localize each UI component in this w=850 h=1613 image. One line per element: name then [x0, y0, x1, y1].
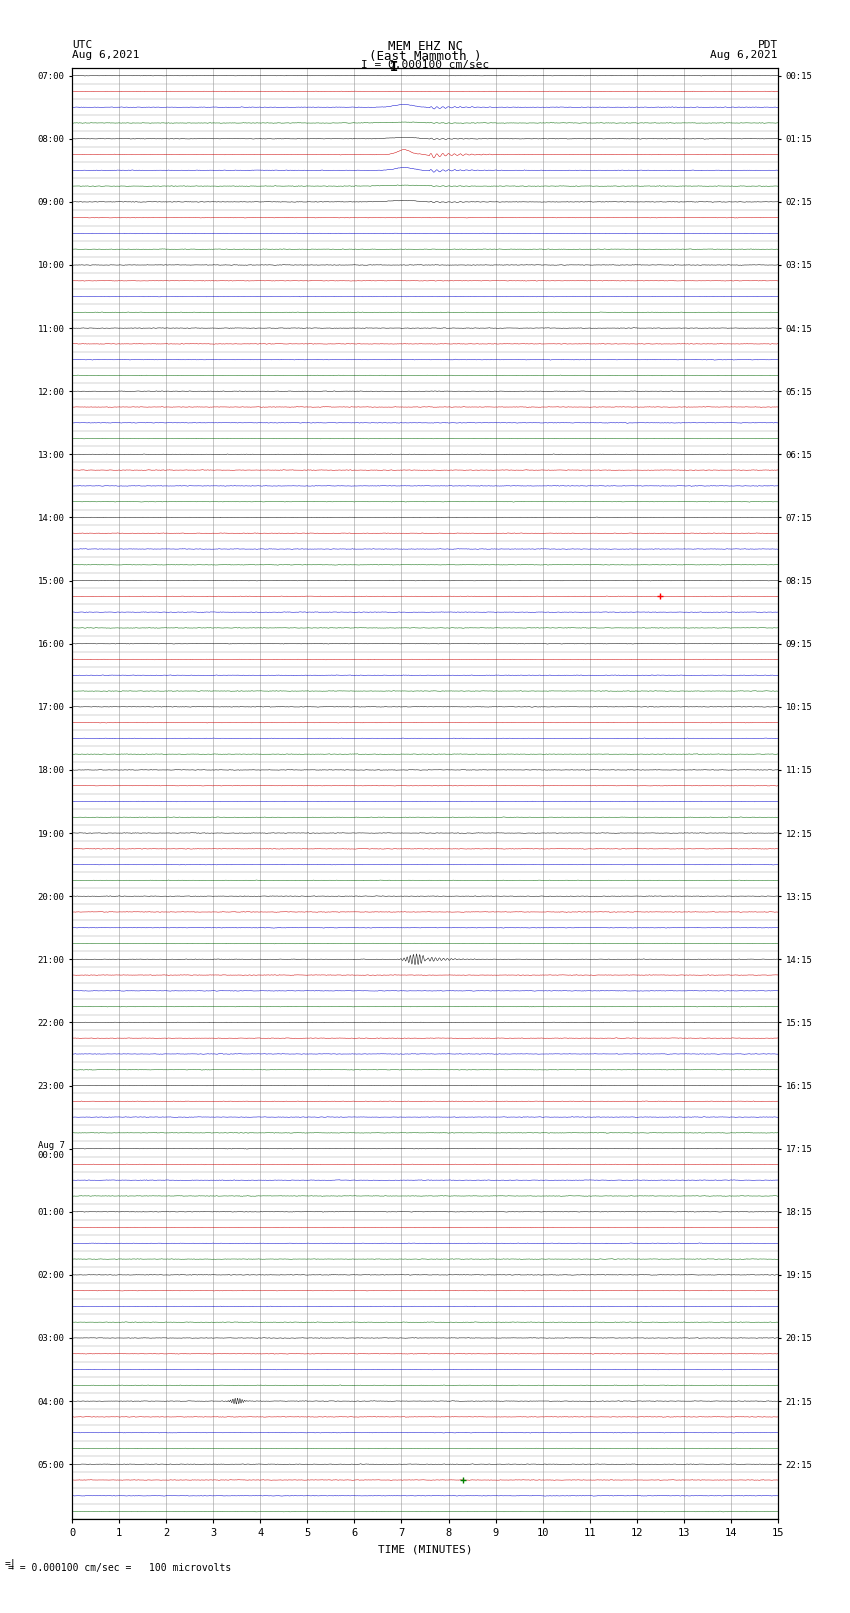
Text: = = 0.000100 cm/sec =   100 microvolts: = = 0.000100 cm/sec = 100 microvolts	[8, 1563, 232, 1573]
Text: I: I	[390, 60, 399, 74]
Text: UTC: UTC	[72, 39, 93, 50]
X-axis label: TIME (MINUTES): TIME (MINUTES)	[377, 1544, 473, 1553]
Text: MEM EHZ NC: MEM EHZ NC	[388, 39, 462, 53]
Text: I = 0.000100 cm/sec: I = 0.000100 cm/sec	[361, 60, 489, 69]
Text: =|: =|	[4, 1558, 16, 1569]
Text: Aug 6,2021: Aug 6,2021	[711, 50, 778, 60]
Text: PDT: PDT	[757, 39, 778, 50]
Text: Aug 6,2021: Aug 6,2021	[72, 50, 139, 60]
Text: (East Mammoth ): (East Mammoth )	[369, 50, 481, 63]
